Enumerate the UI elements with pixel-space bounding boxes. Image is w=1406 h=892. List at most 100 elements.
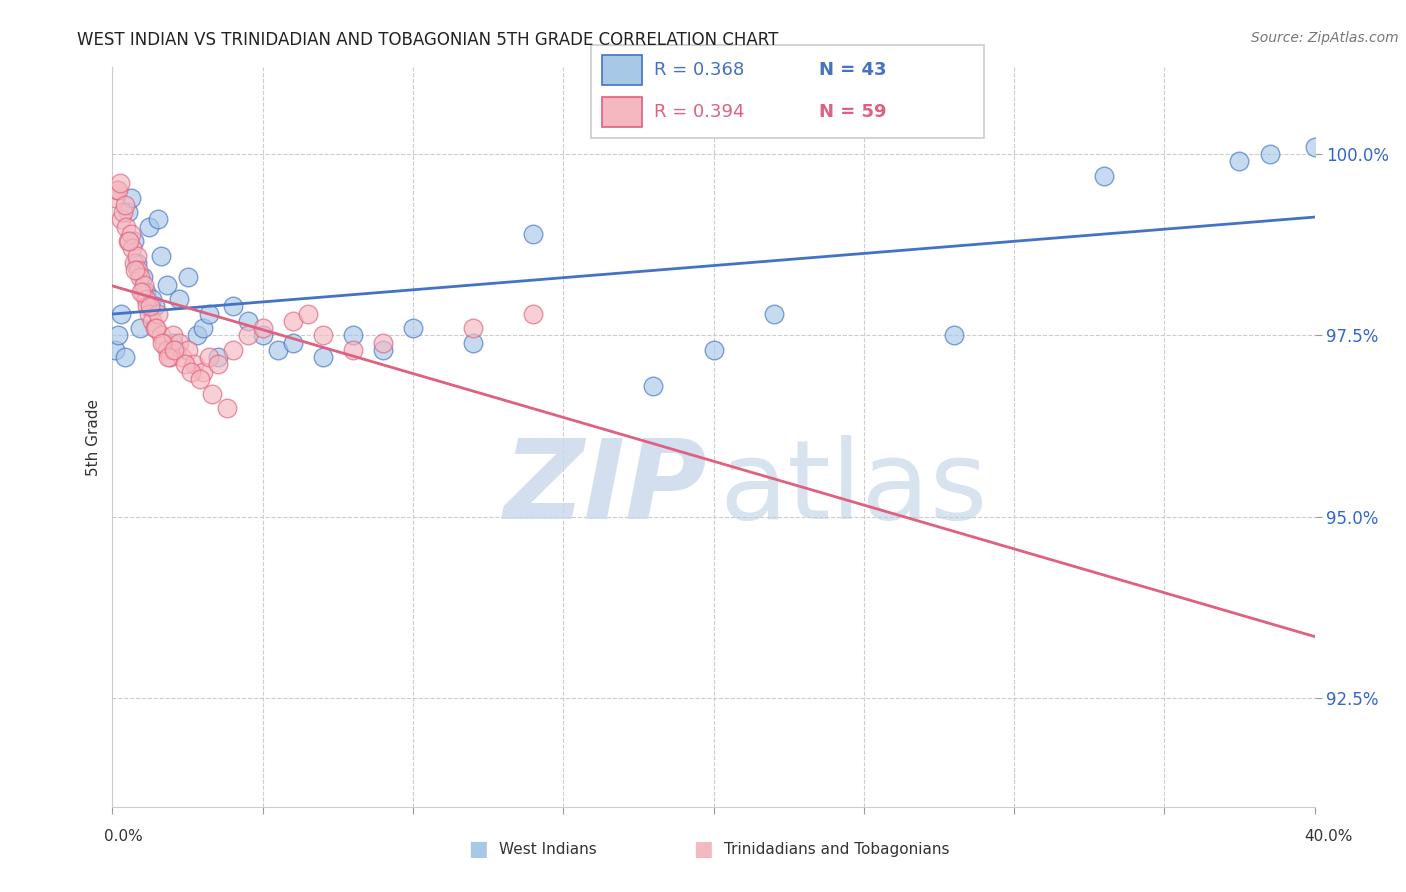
Y-axis label: 5th Grade: 5th Grade xyxy=(86,399,101,475)
Point xyxy=(342,343,364,357)
Point xyxy=(131,270,153,285)
Point xyxy=(402,321,425,335)
Point xyxy=(167,292,190,306)
Point xyxy=(180,365,202,379)
Point xyxy=(143,321,166,335)
Point xyxy=(643,379,665,393)
Point xyxy=(371,343,394,357)
Point xyxy=(162,335,184,350)
Point xyxy=(136,300,159,314)
Point xyxy=(115,219,138,234)
Point xyxy=(152,335,174,350)
Point xyxy=(236,314,259,328)
Text: Source: ZipAtlas.com: Source: ZipAtlas.com xyxy=(1251,31,1399,45)
Point xyxy=(135,292,157,306)
Point xyxy=(207,350,229,364)
Point xyxy=(141,314,163,328)
Text: atlas: atlas xyxy=(720,435,988,542)
Point xyxy=(1258,147,1281,161)
Text: WEST INDIAN VS TRINIDADIAN AND TOBAGONIAN 5TH GRADE CORRELATION CHART: WEST INDIAN VS TRINIDADIAN AND TOBAGONIA… xyxy=(77,31,779,49)
Text: ■: ■ xyxy=(693,839,713,859)
Point xyxy=(104,343,127,357)
Point xyxy=(138,307,160,321)
Point xyxy=(159,350,181,364)
Text: N = 59: N = 59 xyxy=(818,103,886,121)
Point xyxy=(312,328,335,343)
Point xyxy=(111,205,134,219)
Point xyxy=(176,343,198,357)
Point xyxy=(139,300,162,314)
Point xyxy=(170,350,193,364)
Point xyxy=(138,219,160,234)
FancyBboxPatch shape xyxy=(591,45,984,138)
Point xyxy=(1303,140,1326,154)
Point xyxy=(167,335,190,350)
FancyBboxPatch shape xyxy=(602,55,641,85)
Point xyxy=(110,212,132,227)
Point xyxy=(120,190,142,204)
Point xyxy=(104,190,127,204)
Point xyxy=(371,335,394,350)
Point xyxy=(762,307,785,321)
Point xyxy=(128,321,150,335)
Point xyxy=(117,205,139,219)
Point xyxy=(141,292,163,306)
Point xyxy=(162,328,184,343)
Point xyxy=(236,328,259,343)
Point xyxy=(252,328,274,343)
Point xyxy=(252,321,274,335)
Point xyxy=(149,328,172,343)
Point xyxy=(281,314,304,328)
Text: West Indians: West Indians xyxy=(499,842,598,856)
Point xyxy=(110,307,132,321)
Point xyxy=(127,263,149,277)
Text: R = 0.368: R = 0.368 xyxy=(654,61,744,78)
Point xyxy=(105,183,128,197)
Point xyxy=(155,277,177,292)
Text: R = 0.394: R = 0.394 xyxy=(654,103,744,121)
Point xyxy=(117,234,139,248)
Point xyxy=(463,335,485,350)
Point xyxy=(463,321,485,335)
Point xyxy=(312,350,335,364)
Point xyxy=(207,358,229,372)
Point xyxy=(173,358,195,372)
Point xyxy=(222,300,245,314)
Point xyxy=(191,321,214,335)
Point xyxy=(135,285,157,299)
Point xyxy=(297,307,319,321)
Point xyxy=(145,321,167,335)
Point xyxy=(176,270,198,285)
Point xyxy=(522,227,544,241)
Point xyxy=(129,285,152,299)
Point xyxy=(114,350,136,364)
Point xyxy=(281,335,304,350)
Point xyxy=(157,350,180,364)
Point xyxy=(107,328,129,343)
Text: Trinidadians and Tobagonians: Trinidadians and Tobagonians xyxy=(724,842,949,856)
Point xyxy=(107,183,129,197)
Point xyxy=(163,343,186,357)
Text: ZIP: ZIP xyxy=(503,435,707,542)
Point xyxy=(120,227,142,241)
Point xyxy=(122,256,145,270)
FancyBboxPatch shape xyxy=(602,97,641,127)
Point xyxy=(201,386,224,401)
Point xyxy=(149,249,172,263)
Point xyxy=(267,343,290,357)
Point xyxy=(132,277,155,292)
Point xyxy=(125,256,148,270)
Point xyxy=(143,300,166,314)
Point xyxy=(703,343,725,357)
Point xyxy=(165,343,187,357)
Point xyxy=(146,307,169,321)
Point xyxy=(114,198,136,212)
Point xyxy=(522,307,544,321)
Point xyxy=(222,343,245,357)
Point xyxy=(122,234,145,248)
Point xyxy=(197,307,219,321)
Point xyxy=(1229,154,1251,169)
Point xyxy=(342,328,364,343)
Point xyxy=(155,343,177,357)
Point xyxy=(146,212,169,227)
